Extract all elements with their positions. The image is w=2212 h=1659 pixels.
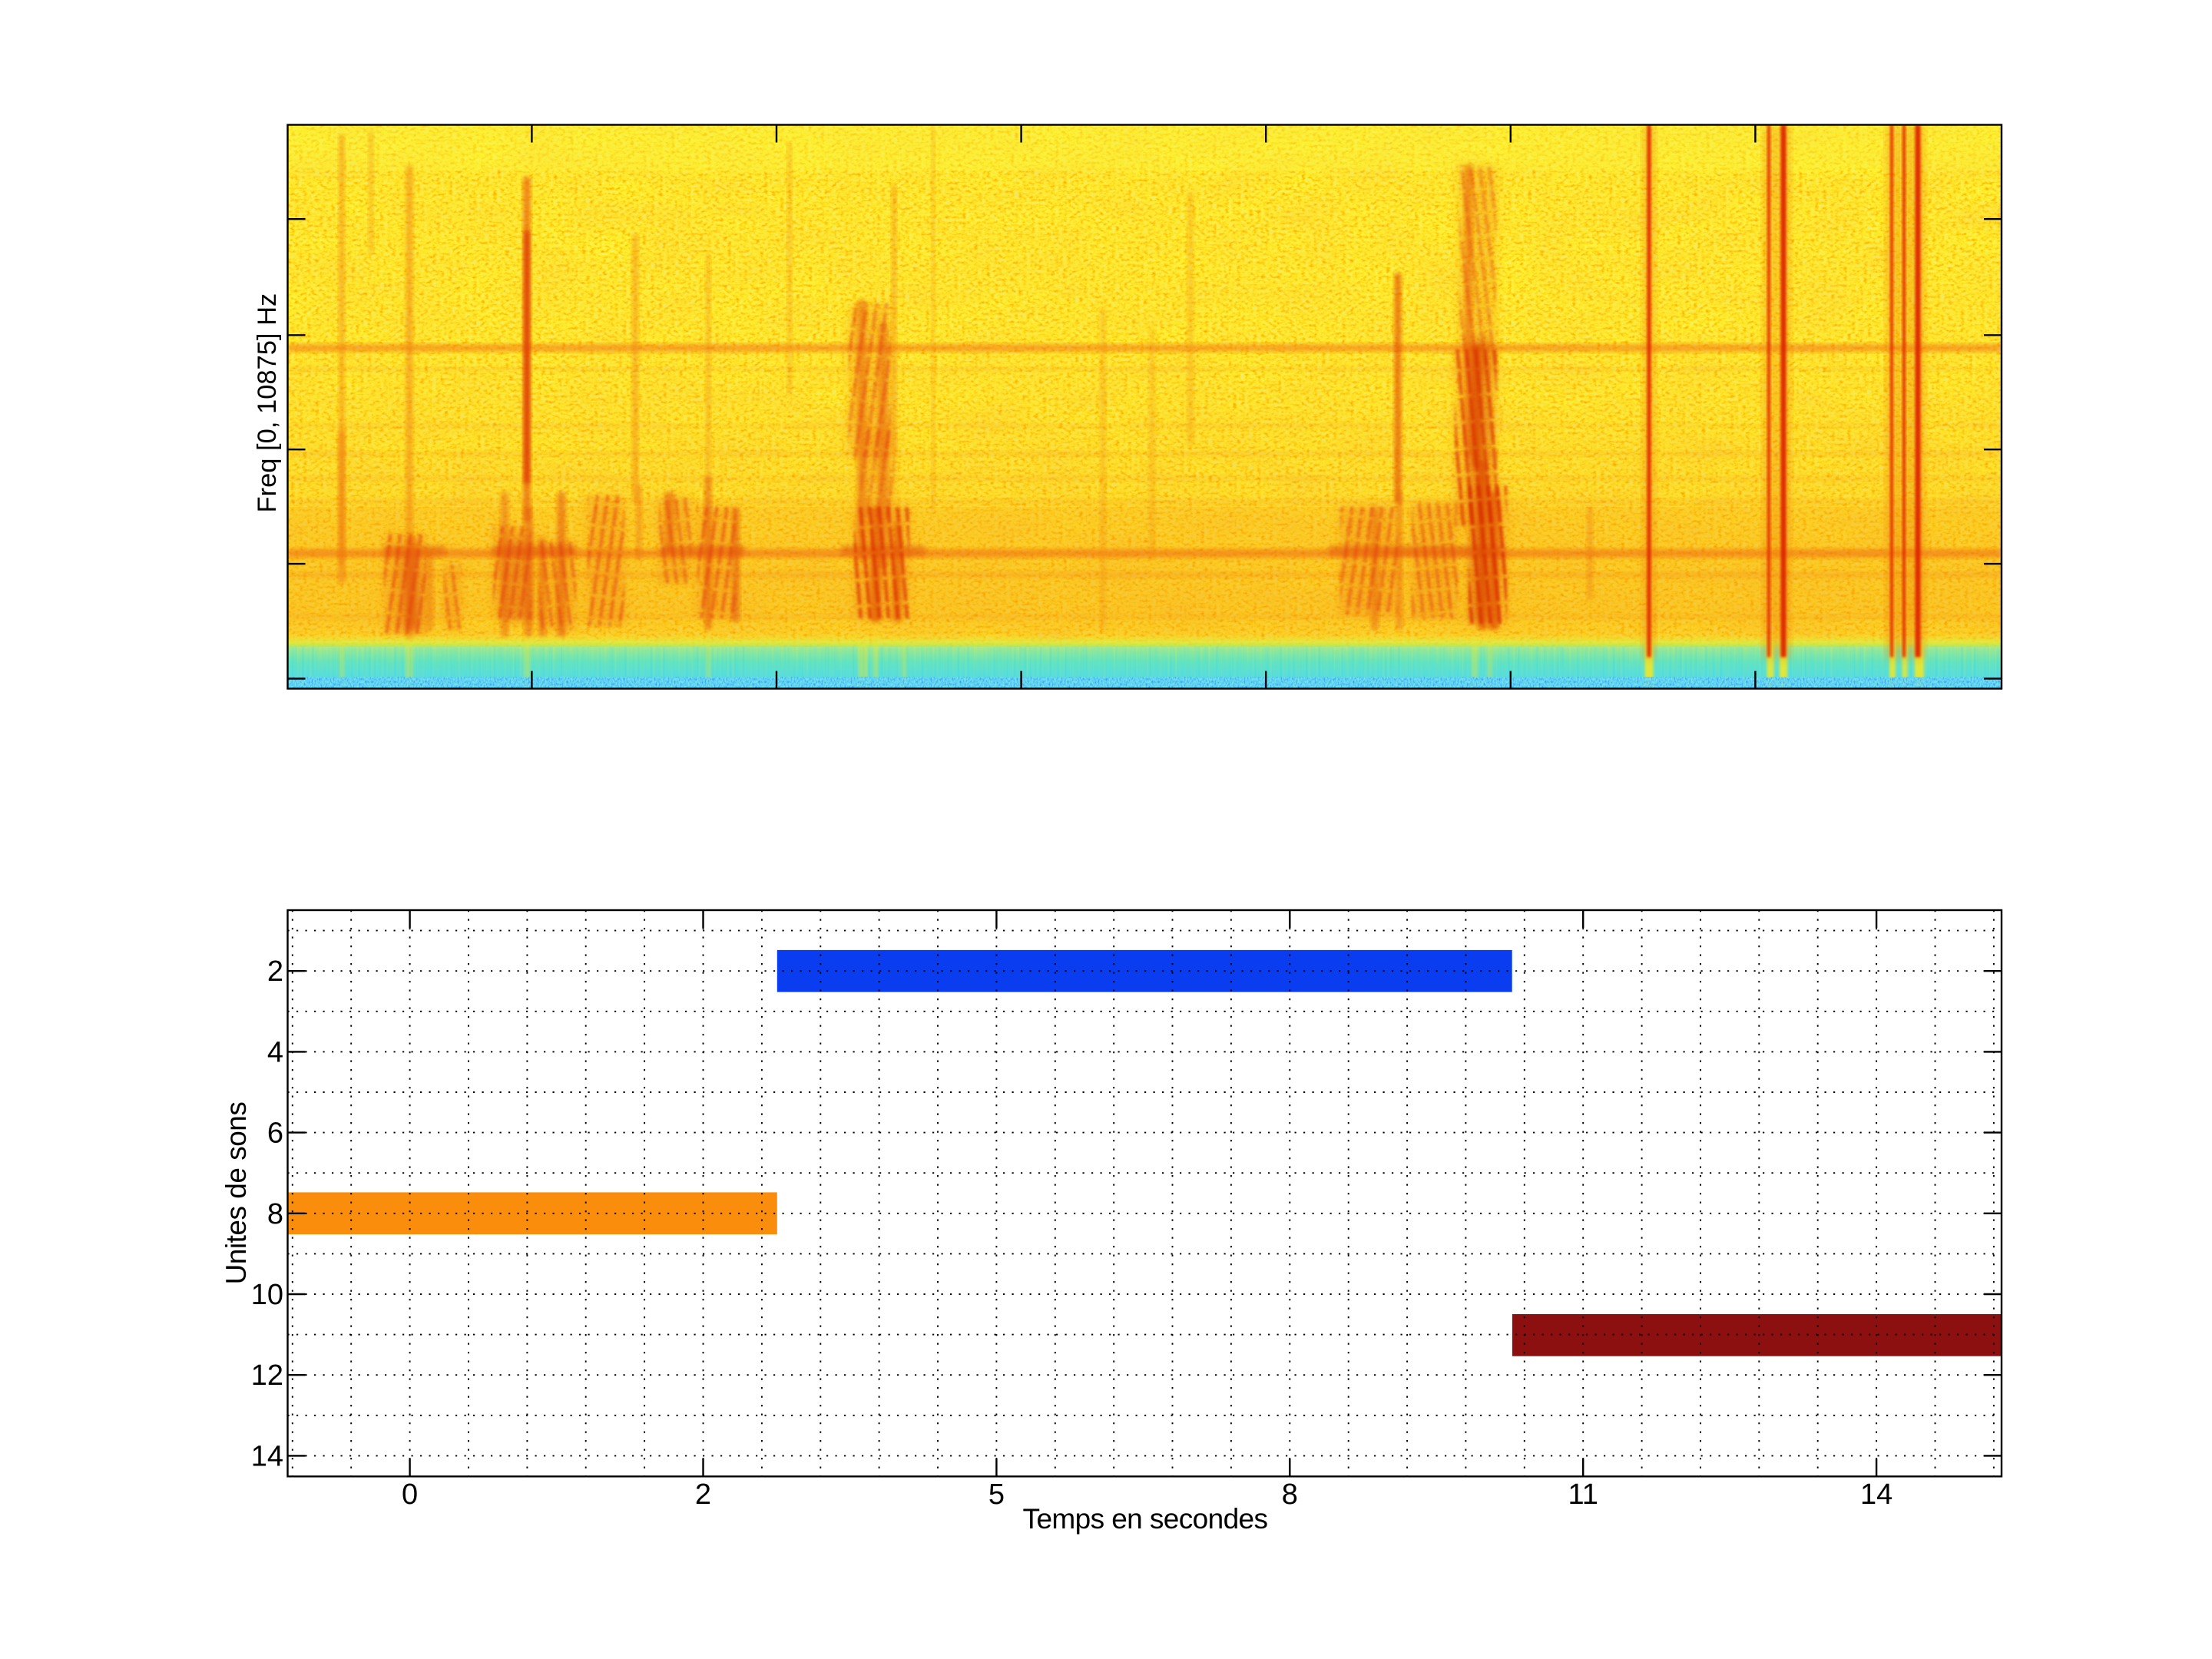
- svg-text:0: 0: [402, 1479, 418, 1511]
- svg-text:12: 12: [251, 1359, 283, 1392]
- svg-text:Unites de sons: Unites de sons: [220, 1102, 252, 1285]
- svg-text:14: 14: [1860, 1479, 1892, 1511]
- svg-text:4: 4: [267, 1036, 283, 1068]
- svg-text:Freq [0, 10875] Hz: Freq [0, 10875] Hz: [253, 293, 282, 513]
- svg-text:8: 8: [267, 1198, 283, 1230]
- svg-text:5: 5: [988, 1479, 1005, 1511]
- svg-text:2: 2: [267, 955, 283, 988]
- svg-text:6: 6: [267, 1118, 283, 1150]
- svg-text:2: 2: [695, 1479, 711, 1511]
- svg-text:14: 14: [251, 1440, 283, 1472]
- svg-text:Temps en secondes: Temps en secondes: [1023, 1503, 1268, 1535]
- svg-text:10: 10: [251, 1279, 283, 1311]
- svg-text:11: 11: [1568, 1479, 1598, 1511]
- svg-text:8: 8: [1282, 1479, 1298, 1511]
